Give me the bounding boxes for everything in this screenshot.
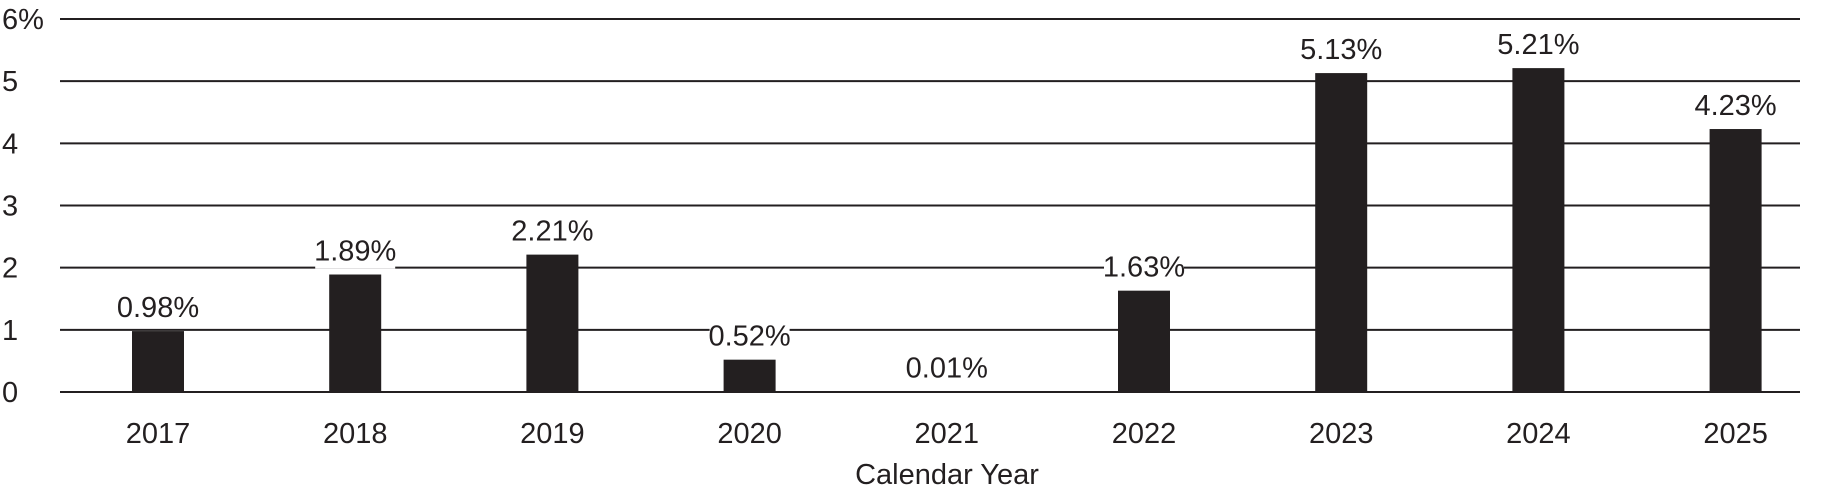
data-label: 0.98% bbox=[117, 292, 199, 324]
data-label: 4.23% bbox=[1694, 90, 1776, 122]
y-tick-label: 4 bbox=[2, 128, 18, 160]
data-label-background bbox=[1498, 28, 1579, 63]
y-tick-label: 1 bbox=[2, 315, 18, 347]
bar bbox=[1709, 129, 1762, 392]
data-label: 1.63% bbox=[1103, 252, 1185, 284]
data-label: 5.13% bbox=[1300, 34, 1382, 66]
y-tick-label: 3 bbox=[2, 191, 18, 223]
y-tick-label: 0 bbox=[2, 377, 18, 409]
data-label: 0.01% bbox=[906, 352, 988, 384]
data-label-background bbox=[512, 214, 593, 249]
bar bbox=[329, 274, 382, 392]
data-label-background bbox=[1104, 250, 1184, 285]
x-tick-label: 2020 bbox=[717, 418, 782, 450]
bar bbox=[1315, 73, 1368, 393]
x-tick-label: 2024 bbox=[1506, 418, 1571, 450]
y-tick-label: 6% bbox=[2, 4, 44, 36]
data-label-background bbox=[1695, 89, 1776, 124]
x-tick-label: 2023 bbox=[1309, 418, 1374, 450]
x-tick-label: 2022 bbox=[1112, 418, 1177, 450]
y-axis-ticks: 0 1 2 3 4 5 6% bbox=[2, 4, 44, 409]
bars: 0.98% 1.89% 2.21% 0.52% 0.01% 1.63% 5.13% 5.21%… bbox=[117, 28, 1777, 393]
x-axis-ticks: 2017 2018 2019 2020 2021 2022 2023 2024 2025 bbox=[126, 418, 1768, 450]
bar bbox=[1118, 290, 1170, 392]
data-label-background bbox=[315, 234, 396, 269]
data-label-background bbox=[118, 291, 198, 326]
x-tick-label: 2017 bbox=[126, 418, 191, 450]
x-tick-label: 2019 bbox=[520, 418, 585, 450]
data-label-background bbox=[906, 351, 987, 386]
data-label: 5.21% bbox=[1497, 29, 1579, 61]
data-label: 1.89% bbox=[314, 236, 396, 268]
x-axis-title: Calendar Year bbox=[855, 459, 1039, 491]
bar bbox=[526, 254, 579, 392]
data-label: 2.21% bbox=[511, 216, 593, 248]
data-label: 0.52% bbox=[708, 321, 790, 353]
y-tick-label: 5 bbox=[2, 66, 18, 98]
x-tick-label: 2025 bbox=[1703, 418, 1768, 450]
data-label-background bbox=[709, 319, 790, 354]
bar bbox=[1512, 68, 1565, 392]
bar bbox=[920, 391, 973, 392]
bar bbox=[132, 331, 184, 392]
y-tick-label: 2 bbox=[2, 253, 18, 285]
data-label-background bbox=[1301, 33, 1382, 68]
x-tick-label: 2018 bbox=[323, 418, 388, 450]
bar bbox=[723, 359, 776, 392]
x-tick-label: 2021 bbox=[915, 418, 980, 450]
